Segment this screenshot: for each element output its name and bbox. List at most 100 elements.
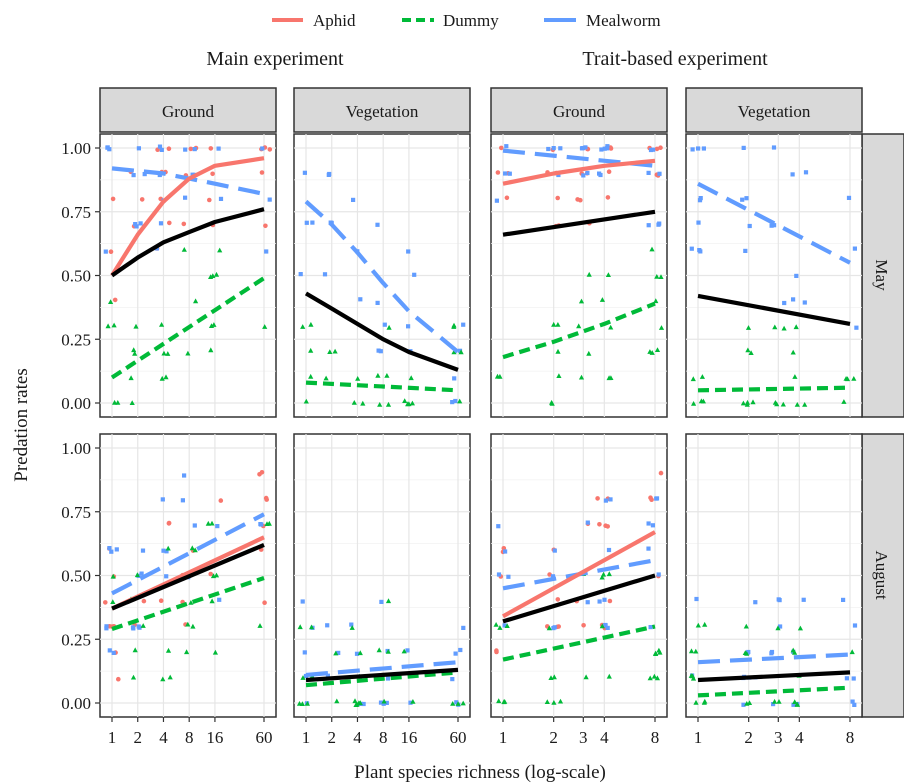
point-dummy	[333, 650, 339, 656]
point-mealworm	[747, 223, 752, 229]
point-mealworm	[111, 650, 116, 655]
point-aphid	[139, 197, 145, 202]
point-mealworm	[376, 348, 381, 353]
point-dummy	[701, 699, 707, 705]
fit-line-overall	[110, 207, 265, 278]
point-mealworm	[597, 599, 602, 604]
point-mealworm	[133, 222, 138, 227]
point-aphid	[607, 598, 613, 604]
point-mealworm	[378, 700, 384, 705]
point-aphid	[103, 600, 108, 605]
y-tick-label: 0.25	[61, 630, 91, 649]
point-mealworm	[161, 548, 166, 553]
point-dummy	[205, 520, 211, 526]
point-dummy	[551, 321, 557, 327]
point-mealworm	[778, 624, 783, 629]
point-dummy	[210, 573, 217, 579]
point-mealworm	[743, 248, 748, 253]
point-mealworm	[378, 349, 383, 354]
point-dummy	[750, 399, 756, 405]
point-mealworm	[790, 172, 795, 177]
point-mealworm	[494, 198, 499, 203]
point-mealworm	[457, 348, 463, 353]
point-dummy	[555, 348, 561, 354]
y-axis-title: Predation rates	[11, 368, 32, 481]
point-dummy	[334, 698, 340, 704]
point-dummy	[792, 374, 798, 379]
x-axis-title: Plant species richness (log-scale)	[354, 762, 606, 783]
y-tick-label: 0.25	[61, 330, 91, 349]
point-dummy	[132, 350, 138, 356]
fit-line-dummy	[110, 276, 266, 380]
point-mealworm	[453, 398, 458, 404]
point-dummy	[208, 347, 214, 353]
point-mealworm	[258, 522, 263, 527]
point-dummy	[555, 322, 561, 327]
point-mealworm	[657, 171, 662, 176]
point-dummy	[308, 347, 314, 353]
point-dummy	[740, 400, 746, 406]
point-dummy	[851, 376, 857, 381]
point-dummy	[351, 400, 357, 405]
point-dummy	[691, 401, 697, 406]
point-mealworm	[802, 300, 807, 305]
point-mealworm	[689, 246, 694, 251]
fit-line-mealworm	[304, 199, 460, 354]
point-mealworm	[354, 651, 360, 656]
point-dummy	[693, 699, 699, 705]
point-dummy	[332, 348, 338, 354]
point-mealworm	[585, 600, 590, 605]
point-mealworm	[405, 648, 410, 653]
point-mealworm	[503, 549, 508, 554]
y-tick-label: 0.50	[61, 267, 91, 286]
point-dummy	[297, 624, 303, 630]
point-mealworm	[605, 625, 610, 630]
point-dummy	[780, 401, 786, 407]
point-mealworm	[745, 650, 750, 655]
point-mealworm	[852, 702, 857, 707]
point-dummy	[600, 571, 607, 577]
x-tick-label: 4	[600, 728, 609, 747]
point-mealworm	[648, 625, 653, 630]
panel-august-col-3	[685, 433, 863, 718]
point-mealworm	[851, 676, 856, 681]
point-dummy	[193, 298, 199, 304]
point-dummy	[772, 324, 778, 330]
point-dummy	[693, 648, 699, 654]
point-dummy	[702, 621, 708, 627]
fit-line-mealworm	[697, 652, 851, 665]
point-mealworm	[552, 548, 557, 553]
point-dummy	[653, 650, 659, 656]
point-mealworm	[450, 677, 455, 682]
point-mealworm	[753, 600, 758, 605]
point-dummy	[376, 647, 382, 653]
point-dummy	[110, 573, 116, 579]
point-mealworm	[741, 145, 746, 150]
point-dummy	[401, 648, 407, 654]
point-dummy	[654, 274, 660, 279]
point-dummy	[794, 402, 800, 407]
point-mealworm	[322, 272, 328, 277]
x-tick-label: 2	[549, 728, 558, 747]
point-dummy	[608, 324, 614, 330]
point-aphid	[166, 146, 172, 151]
point-mealworm	[603, 498, 608, 503]
point-dummy	[608, 375, 614, 380]
point-aphid	[259, 170, 265, 175]
point-aphid	[110, 196, 116, 202]
point-mealworm	[852, 623, 858, 628]
point-mealworm	[130, 625, 136, 630]
x-tick-label: 8	[651, 728, 660, 747]
point-aphid	[648, 495, 653, 501]
point-mealworm	[298, 272, 303, 277]
point-mealworm	[646, 521, 651, 526]
point-mealworm	[453, 651, 458, 656]
point-dummy	[167, 674, 173, 680]
panel-may-col-3	[685, 133, 863, 418]
point-dummy	[327, 349, 333, 354]
point-mealworm	[452, 376, 457, 381]
point-aphid	[597, 522, 602, 527]
point-mealworm	[690, 147, 695, 152]
strip-col-0-box	[99, 87, 277, 133]
scatter-points	[103, 470, 272, 682]
